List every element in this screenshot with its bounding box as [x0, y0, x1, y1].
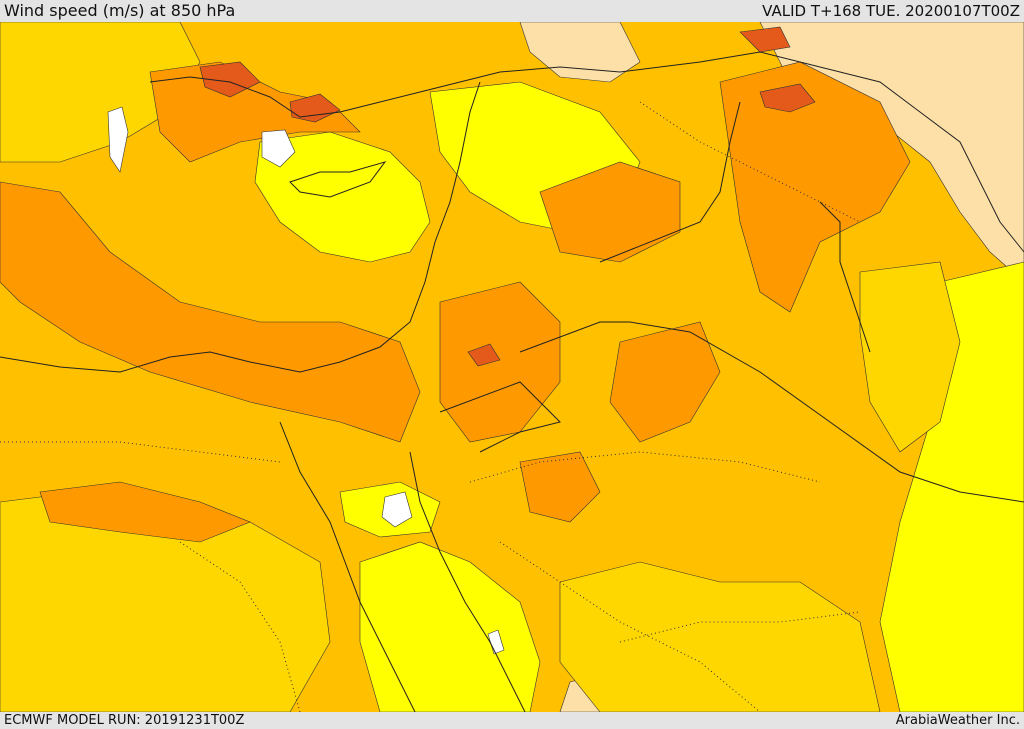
map-title: Wind speed (m/s) at 850 hPa	[4, 1, 236, 20]
strong-band-west	[39, 481, 251, 543]
gold-zone-gulf	[859, 261, 961, 453]
admin-line-sudan	[179, 541, 301, 712]
calm-spot-aegean	[107, 106, 129, 173]
yellow-zone-mediterranean	[254, 131, 431, 263]
gold-zone-arabia-south	[559, 561, 881, 712]
credit-label: ArabiaWeather Inc.	[895, 713, 1020, 728]
strong-band-iraq	[719, 61, 911, 313]
strong-band-jordan	[439, 281, 561, 443]
header-bar: Wind speed (m/s) at 850 hPa VALID T+168 …	[0, 0, 1024, 22]
gale-core-jordan	[467, 343, 501, 367]
coastline-mediterranean	[0, 81, 481, 373]
strong-band-saudi	[609, 321, 721, 443]
model-run: ECMWF MODEL RUN: 20191231T00Z	[4, 713, 245, 728]
calm-spot-red-sea	[487, 629, 505, 655]
strong-band-mediterranean	[0, 181, 421, 443]
gale-core-mesopotamia	[739, 26, 791, 53]
coastline-cyprus	[289, 161, 387, 198]
calm-spot-aqaba	[381, 491, 413, 528]
border-syria-iraq	[599, 101, 741, 263]
admin-boundaries	[0, 101, 861, 712]
strong-band-nejd	[519, 451, 601, 523]
coastlines	[0, 51, 1024, 712]
admin-line-saudi-west	[499, 541, 761, 712]
border-jordan-iraq	[519, 321, 1024, 503]
coastline-persian-gulf	[819, 201, 871, 353]
coastline-red-sea-west	[279, 421, 416, 712]
map-canvas	[0, 22, 1024, 712]
gale-core-turkey-south	[289, 93, 341, 123]
footer-bar: ECMWF MODEL RUN: 20191231T00Z ArabiaWeat…	[0, 712, 1024, 729]
valid-time: VALID T+168 TUE. 20200107T00Z	[762, 2, 1020, 20]
border-saudi-jordan	[439, 381, 561, 453]
calm-spot-cyprus-sea	[261, 129, 296, 168]
admin-line-egypt	[0, 441, 281, 463]
gold-zone-north	[0, 22, 201, 163]
pale-region-northwest	[519, 22, 641, 83]
coastline-red-sea-east	[409, 451, 526, 712]
gale-core-turkey-west	[199, 61, 261, 98]
yellow-zone-red-sea	[359, 541, 541, 712]
admin-line-iraq	[639, 101, 861, 223]
wind-speed-map[interactable]	[0, 22, 1024, 712]
gale-core-iraq	[759, 83, 816, 113]
admin-line-saudi-north	[469, 451, 821, 483]
coastline-turkey	[149, 51, 1024, 253]
strong-band-syria	[539, 161, 681, 263]
